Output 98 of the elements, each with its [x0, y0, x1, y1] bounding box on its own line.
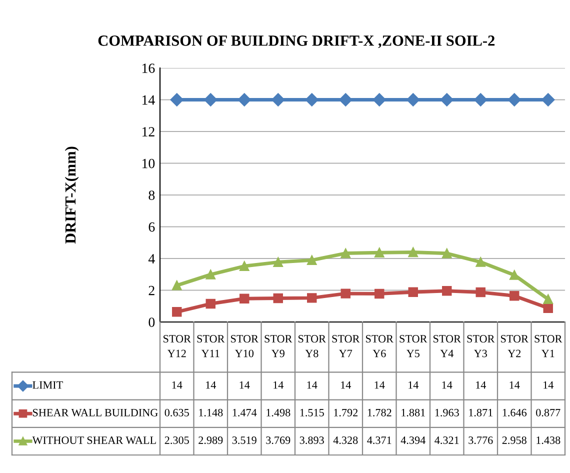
y-axis-title: DRIFT-X(mm) — [64, 146, 79, 244]
data-label: 3.893 — [300, 436, 324, 444]
data-label: 14 — [476, 381, 486, 389]
point — [442, 248, 452, 258]
x-tick-label: STORY9 — [264, 335, 292, 358]
data-label: 14 — [341, 381, 352, 389]
data-label: 0.635 — [164, 408, 189, 416]
data-label: 1.646 — [502, 408, 527, 416]
data-label: 1.963 — [435, 408, 459, 416]
x-tick-label: STORY12 — [164, 335, 191, 358]
data-label: 1.792 — [334, 408, 358, 416]
point — [543, 303, 553, 313]
y-tick-label: 8 — [148, 190, 155, 200]
legend-label: LIMIT — [32, 381, 63, 389]
point — [510, 270, 520, 280]
x-tick-label: STORY11 — [197, 335, 225, 358]
point — [273, 293, 283, 304]
data-label: 4.321 — [434, 436, 459, 444]
point — [408, 287, 418, 297]
data-label: 14 — [374, 381, 385, 389]
point — [172, 280, 182, 290]
point — [238, 93, 251, 106]
chart-title: COMPARISON OF BUILDING DRIFT-X ,ZONE-II SOIL-2 — [98, 36, 495, 48]
point — [508, 93, 521, 106]
point — [372, 93, 386, 106]
point — [476, 257, 486, 267]
point — [272, 93, 285, 106]
data-label: 2.989 — [198, 436, 223, 444]
data-label: 14 — [240, 381, 250, 389]
point — [476, 287, 486, 298]
data-label: 2.305 — [164, 436, 189, 444]
data-label: 1.515 — [300, 408, 324, 416]
data-label: 14 — [307, 381, 318, 389]
data-label: 14 — [274, 381, 284, 389]
data-label: 14 — [442, 381, 452, 389]
legend-label: SHEAR WALL BUILDING — [32, 408, 158, 416]
x-tick-label: STORY10 — [231, 335, 258, 358]
point — [307, 293, 317, 303]
y-tick-label: 14 — [142, 95, 155, 105]
y-tick-label: 4 — [148, 254, 155, 264]
y-tick-label: 12 — [142, 127, 154, 136]
point — [440, 93, 454, 106]
y-tick-label: 16 — [142, 64, 155, 73]
point — [442, 286, 452, 296]
point — [340, 288, 350, 298]
point — [307, 255, 317, 266]
data-label: 4.371 — [367, 436, 392, 444]
data-label: 2.958 — [502, 436, 526, 444]
x-tick-label: STORY6 — [366, 335, 394, 358]
y-tick-label: 6 — [148, 222, 155, 232]
point — [240, 294, 250, 304]
x-tick-label: STORY7 — [332, 335, 360, 358]
point — [406, 93, 420, 106]
point — [206, 298, 216, 309]
data-label: 3.776 — [468, 436, 493, 444]
data-label: 14 — [172, 381, 182, 389]
x-tick-label: STORY3 — [467, 335, 495, 358]
x-tick-label: STORY8 — [298, 335, 326, 358]
y-tick-label: 2 — [148, 286, 154, 296]
point — [374, 248, 384, 258]
point — [543, 294, 553, 304]
point — [172, 307, 182, 317]
x-tick-label: STORY1 — [534, 335, 562, 358]
data-label: 1.498 — [266, 408, 290, 416]
point — [170, 93, 184, 106]
data-label: 3.519 — [232, 436, 256, 444]
point — [408, 247, 418, 258]
point — [474, 93, 488, 106]
y-tick-label: 10 — [142, 158, 155, 168]
point — [510, 291, 520, 301]
legend-label: WITHOUT SHEAR WALL — [32, 436, 156, 444]
data-label: 4.328 — [333, 436, 358, 444]
data-label: 1.474 — [232, 408, 257, 416]
point — [206, 270, 216, 280]
point — [204, 93, 218, 106]
data-label: 1.438 — [536, 436, 560, 444]
data-label: 0.877 — [536, 408, 560, 416]
point — [273, 257, 283, 268]
point — [305, 93, 318, 106]
x-tick-label: STORY4 — [434, 335, 461, 358]
data-label: 1.148 — [199, 408, 223, 416]
data-label: 1.881 — [402, 408, 425, 416]
x-tick-label: STORY5 — [400, 335, 428, 358]
data-label: 14 — [510, 381, 520, 389]
data-label: 1.782 — [368, 408, 392, 416]
point — [374, 288, 384, 299]
data-label: 14 — [544, 381, 554, 389]
point — [340, 248, 350, 258]
point — [339, 93, 352, 106]
data-label: 14 — [206, 381, 216, 389]
data-label: 3.769 — [266, 436, 290, 444]
point — [542, 93, 555, 106]
data-label: 4.394 — [400, 436, 426, 444]
point — [240, 261, 250, 271]
x-tick-label: STORY2 — [501, 335, 528, 358]
data-label: 14 — [408, 381, 419, 389]
data-label: 1.871 — [469, 408, 492, 416]
y-tick-label: 0 — [148, 318, 155, 327]
